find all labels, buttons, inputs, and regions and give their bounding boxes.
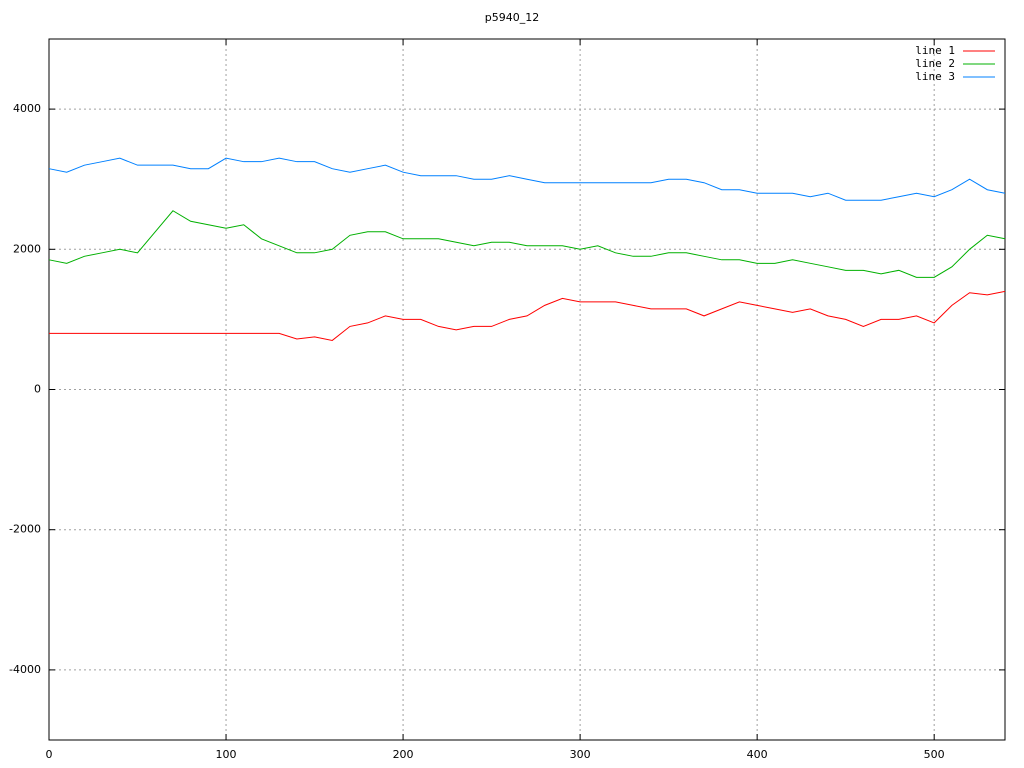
y-tick-label: 2000 [13,242,41,255]
data-line [48,210,1006,278]
legend-label: line 3 [915,70,955,83]
x-tick-label: 300 [570,748,591,761]
y-tick-label: 0 [34,383,41,396]
y-tick-label: -4000 [9,663,41,676]
x-tick-label: 500 [924,748,945,761]
data-line [49,290,1006,341]
legend-label: line 2 [915,57,955,70]
legend-label: line 1 [915,44,955,57]
x-tick-label: 0 [46,748,53,761]
x-tick-label: 400 [747,748,768,761]
x-tick-label: 200 [393,748,414,761]
y-tick-label: -2000 [9,523,41,536]
y-tick-label: 4000 [13,102,41,115]
data-line [48,157,1006,201]
chart-title: p5940_12 [485,11,539,24]
x-tick-label: 100 [216,748,237,761]
plot-border [48,38,1006,741]
